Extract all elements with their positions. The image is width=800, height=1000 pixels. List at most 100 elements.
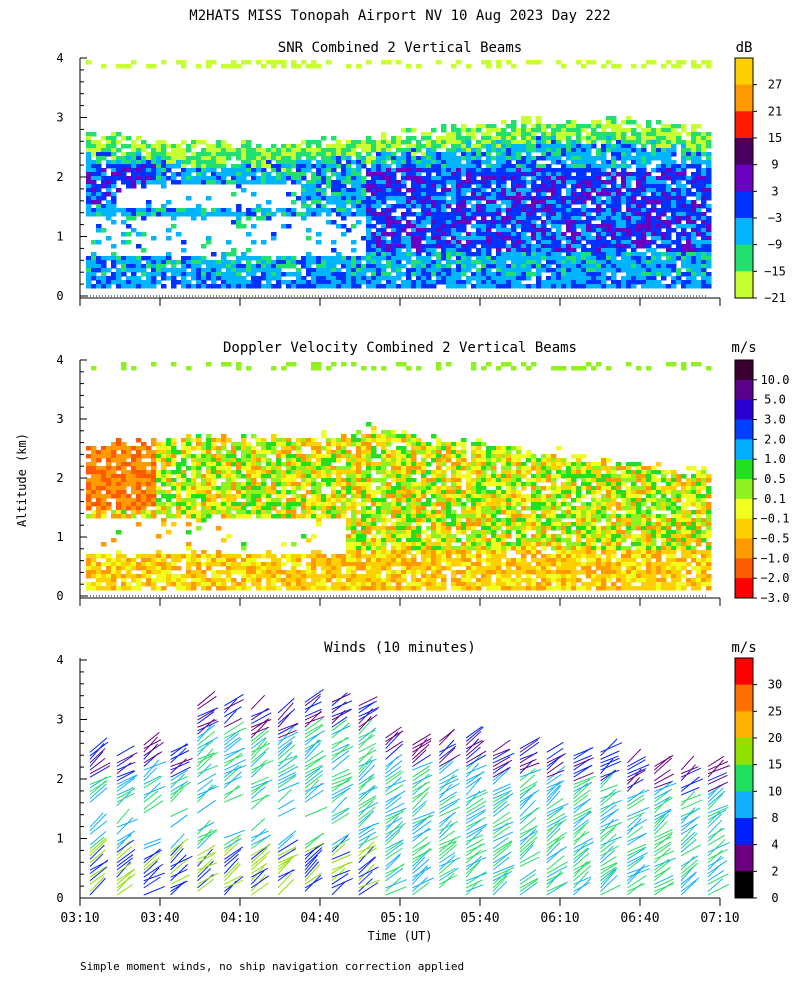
velocity-cell: [211, 554, 217, 559]
snr-cell: [166, 200, 172, 205]
snr-cell: [346, 196, 352, 201]
snr-cell: [551, 136, 557, 141]
snr-cell: [301, 260, 307, 265]
snr-cell: [251, 156, 257, 161]
snr-cell: [121, 220, 127, 225]
snr-cell: [626, 252, 632, 257]
snr-cell: [411, 252, 417, 257]
snr-cell: [521, 156, 527, 161]
snr-cell: [571, 280, 577, 285]
snr-cell: [621, 280, 627, 285]
velocity-cell: [206, 434, 212, 439]
snr-cell: [101, 256, 107, 261]
snr-cell: [381, 224, 387, 229]
snr-cell: [421, 152, 427, 157]
velocity-cell: [116, 462, 122, 467]
snr-cell: [656, 236, 662, 241]
snr-cell: [91, 268, 97, 273]
snr-cell: [311, 164, 317, 169]
snr-cell: [231, 252, 237, 257]
snr-cell: [566, 216, 572, 221]
snr-cell: [421, 272, 427, 277]
snr-cell: [526, 152, 532, 157]
velocity-cell: [111, 446, 117, 451]
snr-cell: [406, 164, 412, 169]
snr-cell: [426, 184, 432, 189]
snr-cell: [511, 212, 517, 217]
snr-cell: [341, 184, 347, 189]
velocity-cell: [176, 554, 182, 559]
snr-cell: [456, 60, 462, 65]
snr-cell: [621, 252, 627, 257]
snr-cell: [621, 180, 627, 185]
snr-cell: [631, 204, 637, 209]
snr-cell: [371, 208, 377, 213]
snr-cell: [331, 248, 337, 253]
velocity-cell: [301, 502, 307, 507]
snr-cell: [556, 204, 562, 209]
snr-cell: [576, 260, 582, 265]
snr-cell: [536, 116, 542, 121]
snr-cell: [391, 188, 397, 193]
velocity-cell: [201, 458, 207, 463]
snr-cell: [706, 252, 712, 257]
snr-cell: [196, 268, 202, 273]
snr-cell: [436, 216, 442, 221]
snr-cell: [511, 252, 517, 257]
snr-cell: [466, 144, 472, 149]
snr-cell: [501, 232, 507, 237]
snr-cell: [626, 184, 632, 189]
snr-cell: [336, 208, 342, 213]
velocity-cell: [126, 566, 132, 571]
snr-cell: [646, 200, 652, 205]
snr-cell: [266, 156, 272, 161]
snr-cell: [481, 272, 487, 277]
snr-cell: [556, 260, 562, 265]
snr-cell: [706, 144, 712, 149]
velocity-cell: [261, 482, 267, 487]
snr-cell: [606, 260, 612, 265]
snr-cell: [221, 152, 227, 157]
snr-cell: [141, 256, 147, 261]
snr-cell: [661, 140, 667, 145]
snr-cell: [366, 188, 372, 193]
snr-cell: [611, 248, 617, 253]
snr-cell: [276, 268, 282, 273]
snr-cell: [481, 168, 487, 173]
snr-cell: [456, 252, 462, 257]
velocity-cell: [91, 482, 97, 487]
snr-cell: [221, 212, 227, 217]
snr-cell: [601, 156, 607, 161]
snr-cell: [406, 256, 412, 261]
snr-cell: [196, 140, 202, 145]
snr-cell: [221, 156, 227, 161]
velocity-cell: [246, 566, 252, 571]
snr-cell: [631, 228, 637, 233]
snr-cell: [376, 228, 382, 233]
snr-cell: [611, 192, 617, 197]
snr-cell: [151, 152, 157, 157]
snr-cell: [616, 248, 622, 253]
velocity-cell: [91, 446, 97, 451]
snr-cell: [666, 204, 672, 209]
snr-cell: [126, 212, 132, 217]
snr-cell: [546, 276, 552, 281]
snr-cell: [676, 180, 682, 185]
snr-cell: [451, 64, 457, 69]
snr-cell: [536, 168, 542, 173]
snr-cell: [121, 268, 127, 273]
snr-cell: [506, 200, 512, 205]
snr-cell: [276, 180, 282, 185]
snr-cell: [641, 204, 647, 209]
snr-cell: [246, 260, 252, 265]
velocity-cell: [241, 506, 247, 511]
snr-cell: [436, 240, 442, 245]
velocity-cell: [271, 474, 277, 479]
snr-cell: [701, 144, 707, 149]
snr-cell: [661, 168, 667, 173]
snr-cell: [196, 280, 202, 285]
snr-cell: [651, 196, 657, 201]
velocity-cell: [296, 562, 302, 567]
snr-cell: [191, 260, 197, 265]
snr-cell: [386, 252, 392, 257]
